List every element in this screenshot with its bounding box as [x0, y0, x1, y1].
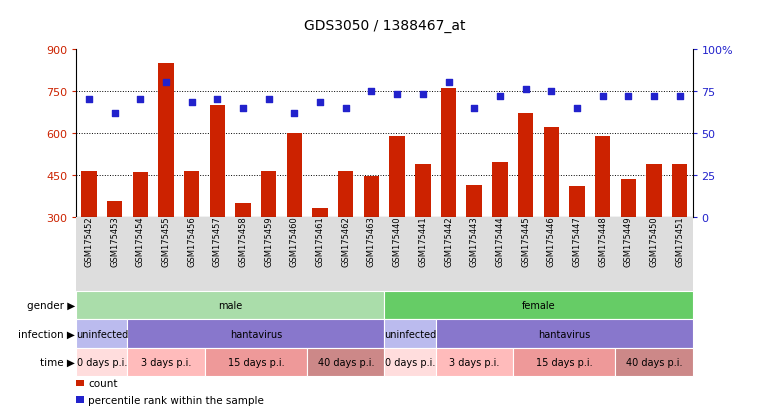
Text: 3 days p.i.: 3 days p.i.	[449, 357, 499, 367]
Point	[597, 93, 609, 100]
Bar	[646, 164, 661, 217]
Bar	[441, 89, 456, 217]
Bar	[543, 128, 559, 217]
Bar	[76, 348, 128, 376]
Text: female: female	[521, 301, 556, 311]
Bar	[513, 348, 616, 376]
Text: 40 days p.i.: 40 days p.i.	[626, 357, 682, 367]
Text: gender ▶: gender ▶	[27, 301, 75, 311]
Bar	[184, 172, 199, 217]
Point	[288, 110, 301, 116]
Text: GDS3050 / 1388467_at: GDS3050 / 1388467_at	[304, 19, 465, 33]
Bar	[620, 180, 636, 217]
Bar	[338, 171, 353, 217]
Bar	[492, 163, 508, 217]
Text: time ▶: time ▶	[40, 357, 75, 367]
Text: male: male	[218, 301, 242, 311]
Text: hantavirus: hantavirus	[538, 329, 591, 339]
Text: 0 days p.i.: 0 days p.i.	[77, 357, 127, 367]
Bar	[128, 320, 384, 348]
Bar	[81, 172, 97, 217]
Bar	[107, 202, 123, 217]
Bar	[435, 320, 693, 348]
Bar	[307, 348, 384, 376]
Bar	[261, 171, 276, 217]
Point	[520, 86, 532, 93]
Point	[417, 92, 429, 98]
Bar	[158, 64, 174, 217]
Bar	[210, 105, 225, 217]
Text: uninfected: uninfected	[384, 329, 436, 339]
Bar	[132, 173, 148, 217]
Text: 15 days p.i.: 15 days p.i.	[536, 357, 592, 367]
Text: hantavirus: hantavirus	[230, 329, 282, 339]
Bar	[569, 187, 584, 217]
Bar	[312, 209, 328, 217]
Text: uninfected: uninfected	[75, 329, 128, 339]
Point	[365, 88, 377, 95]
Bar	[672, 164, 687, 217]
Bar	[364, 177, 379, 217]
Point	[468, 105, 480, 112]
Text: 0 days p.i.: 0 days p.i.	[385, 357, 435, 367]
Point	[237, 105, 249, 112]
Bar	[235, 203, 250, 217]
Point	[339, 105, 352, 112]
Point	[314, 100, 326, 107]
Point	[545, 88, 557, 95]
Point	[571, 105, 583, 112]
Bar	[595, 136, 610, 217]
Bar	[435, 348, 513, 376]
Point	[186, 100, 198, 107]
Bar	[466, 185, 482, 217]
Text: count: count	[88, 378, 118, 388]
Text: 40 days p.i.: 40 days p.i.	[317, 357, 374, 367]
Point	[648, 93, 660, 100]
Point	[134, 97, 146, 103]
Point	[109, 110, 121, 116]
Bar	[384, 292, 693, 320]
Text: 15 days p.i.: 15 days p.i.	[228, 357, 284, 367]
Bar	[390, 136, 405, 217]
Text: 3 days p.i.: 3 days p.i.	[141, 357, 191, 367]
Point	[160, 80, 172, 86]
Point	[83, 97, 95, 103]
Point	[673, 93, 686, 100]
Bar	[76, 292, 384, 320]
Bar	[76, 320, 128, 348]
Point	[391, 92, 403, 98]
Bar	[384, 320, 435, 348]
Bar	[128, 348, 205, 376]
Point	[263, 97, 275, 103]
Text: percentile rank within the sample: percentile rank within the sample	[88, 394, 264, 405]
Bar	[616, 348, 693, 376]
Point	[212, 97, 224, 103]
Bar	[205, 348, 307, 376]
Bar	[287, 133, 302, 217]
Bar	[517, 114, 533, 217]
Bar	[384, 348, 435, 376]
Bar	[416, 164, 431, 217]
Point	[494, 93, 506, 100]
Text: infection ▶: infection ▶	[18, 329, 75, 339]
Point	[622, 93, 635, 100]
Point	[442, 80, 454, 86]
